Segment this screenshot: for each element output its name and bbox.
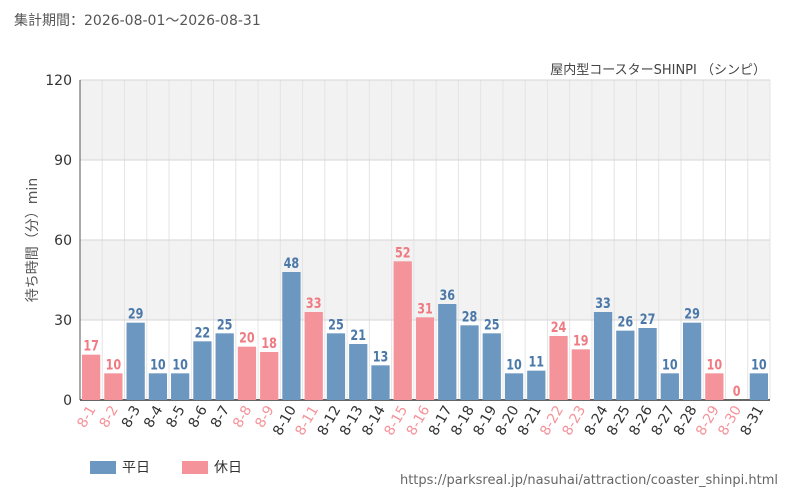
value-label: 25 xyxy=(328,316,344,333)
value-label: 33 xyxy=(595,295,611,312)
value-label: 18 xyxy=(261,335,277,352)
bar-8-10 xyxy=(282,272,301,400)
value-label: 24 xyxy=(551,319,567,336)
attraction-name: 屋内型コースターSHINPI （シンピ） xyxy=(550,63,766,78)
plot-band xyxy=(80,160,770,240)
value-label: 19 xyxy=(573,332,589,349)
bar-8-7 xyxy=(215,333,234,400)
bar-8-1 xyxy=(82,354,101,400)
bar-8-11 xyxy=(304,312,323,400)
bar-8-20 xyxy=(504,373,524,400)
bar-8-12 xyxy=(326,333,346,400)
y-axis-title: 待ち時間（分）min xyxy=(25,178,41,302)
value-label: 33 xyxy=(306,295,322,312)
bar-8-9 xyxy=(260,352,279,400)
value-label: 11 xyxy=(529,353,545,370)
bar-8-19 xyxy=(482,333,501,400)
bar-8-21 xyxy=(527,370,546,400)
source-url[interactable]: https://parksreal.jp/nasuhai/attraction/… xyxy=(399,473,778,488)
category-label: 8-6 xyxy=(186,403,211,431)
value-label: 20 xyxy=(239,329,255,346)
value-label: 29 xyxy=(128,305,144,322)
plot-band xyxy=(80,240,770,320)
period-label: 集計期間：2026-08-01～2026-08-31 xyxy=(14,13,261,29)
value-label: 10 xyxy=(506,356,522,373)
plot-band xyxy=(80,80,770,160)
value-label: 10 xyxy=(106,356,122,373)
value-label: 17 xyxy=(83,337,99,354)
value-label: 0 xyxy=(733,383,741,400)
bar-8-2 xyxy=(104,373,123,400)
category-label: 8-1 xyxy=(74,403,99,431)
legend-holiday-swatch xyxy=(182,460,208,474)
value-label: 26 xyxy=(618,313,634,330)
bar-8-22 xyxy=(549,336,568,400)
legend-weekday-swatch xyxy=(90,460,116,474)
legend-weekday-label: 平日 xyxy=(122,460,150,476)
y-tick-label: 0 xyxy=(63,393,72,409)
value-label: 28 xyxy=(462,308,478,325)
bar-8-18 xyxy=(460,325,479,400)
value-label: 31 xyxy=(417,300,433,317)
bar-8-28 xyxy=(682,322,702,400)
value-label: 21 xyxy=(350,327,366,344)
y-tick-label: 90 xyxy=(54,153,72,169)
bar-8-14 xyxy=(371,365,390,400)
bar-8-25 xyxy=(616,330,635,400)
value-label: 29 xyxy=(684,305,700,322)
value-label: 25 xyxy=(484,316,500,333)
bar-8-15 xyxy=(393,261,412,400)
value-label: 10 xyxy=(172,356,188,373)
y-tick-label: 120 xyxy=(45,73,72,89)
value-label: 27 xyxy=(640,311,656,328)
bar-8-6 xyxy=(193,341,212,400)
bar-8-5 xyxy=(171,373,190,400)
bar-8-26 xyxy=(638,328,657,400)
bar-8-3 xyxy=(126,322,145,400)
category-label: 8-8 xyxy=(230,403,255,431)
category-label: 8-3 xyxy=(119,403,144,431)
value-label: 13 xyxy=(373,348,389,365)
bar-8-29 xyxy=(705,373,724,400)
legend-holiday-label: 休日 xyxy=(214,460,242,476)
bar-8-24 xyxy=(593,312,613,400)
value-label: 48 xyxy=(284,255,300,272)
category-label: 8-2 xyxy=(97,403,122,431)
bar-8-13 xyxy=(349,344,368,400)
bar-8-31 xyxy=(749,373,768,400)
category-label: 8-5 xyxy=(163,403,188,431)
category-label: 8-7 xyxy=(208,403,233,431)
value-label: 10 xyxy=(662,356,678,373)
value-label: 52 xyxy=(395,244,411,261)
legend: 平日 休日 xyxy=(90,457,242,477)
bar-8-27 xyxy=(660,373,679,400)
value-label: 10 xyxy=(150,356,166,373)
category-label: 8-4 xyxy=(141,403,166,431)
bar-8-4 xyxy=(148,373,168,400)
value-label: 25 xyxy=(217,316,233,333)
value-label: 10 xyxy=(751,356,767,373)
category-label: 8-31 xyxy=(738,403,768,439)
value-label: 10 xyxy=(707,356,723,373)
value-label: 22 xyxy=(195,324,211,341)
bar-8-16 xyxy=(415,317,435,400)
value-label: 36 xyxy=(439,287,455,304)
bar-8-23 xyxy=(571,349,590,400)
y-tick-label: 60 xyxy=(54,233,72,249)
bar-8-17 xyxy=(438,304,457,400)
bar-8-8 xyxy=(237,346,257,400)
y-tick-label: 30 xyxy=(54,313,72,329)
